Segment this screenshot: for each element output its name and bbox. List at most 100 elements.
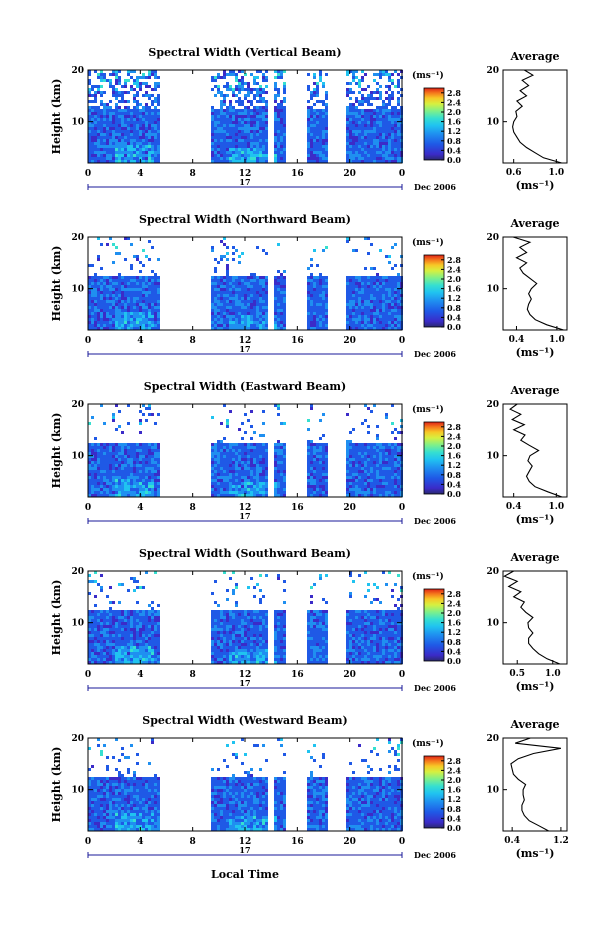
heatmap-cell: [379, 291, 382, 294]
heatmap-cell: [382, 315, 385, 318]
heatmap-cell: [91, 652, 94, 655]
heatmap-cell: [112, 646, 115, 649]
heatmap-cell: [121, 127, 124, 130]
heatmap-cell: [232, 318, 235, 321]
heatmap-cell: [361, 422, 364, 425]
colorbar-tick-label: 0.8: [447, 470, 461, 480]
heatmap-cell: [397, 112, 400, 115]
heatmap-cell: [259, 154, 262, 157]
heatmap-cell: [376, 452, 379, 455]
heatmap-cell: [133, 464, 136, 467]
heatmap-cell: [325, 479, 328, 482]
heatmap-cell: [262, 410, 265, 413]
heatmap-cell: [100, 488, 103, 491]
heatmap-cell: [319, 133, 322, 136]
heatmap-cell: [115, 321, 118, 324]
heatmap-cell: [316, 154, 319, 157]
heatmap-cell: [259, 315, 262, 318]
heatmap-cell: [265, 291, 268, 294]
heatmap-cell: [136, 297, 139, 300]
heatmap-cell: [397, 154, 400, 157]
heatmap-cell: [394, 476, 397, 479]
heatmap-cell: [154, 455, 157, 458]
heatmap-cell: [244, 276, 247, 279]
heatmap-cell: [370, 112, 373, 115]
heatmap-cell: [145, 482, 148, 485]
heatmap-cell: [346, 318, 349, 321]
heatmap-cell: [118, 145, 121, 148]
heatmap-cell: [244, 452, 247, 455]
heatmap-cell: [238, 127, 241, 130]
heatmap-cell: [229, 461, 232, 464]
heatmap-cell: [376, 73, 379, 76]
heatmap-cell: [229, 157, 232, 160]
heatmap-cell: [367, 300, 370, 303]
heatmap-cell: [97, 318, 100, 321]
heatmap-cell: [397, 151, 400, 154]
heatmap-cell: [262, 300, 265, 303]
heatmap-cell: [214, 446, 217, 449]
heatmap-cell: [121, 109, 124, 112]
heatmap-cell: [109, 321, 112, 324]
heatmap-cell: [100, 315, 103, 318]
panel-3: Spectral Width (Southward Beam)Height (k…: [50, 547, 567, 693]
heatmap-cell: [145, 121, 148, 124]
heatmap-cell: [256, 109, 259, 112]
heatmap-cell: [397, 73, 400, 76]
heatmap-cell: [154, 470, 157, 473]
heatmap-cell: [262, 461, 265, 464]
heatmap-cell: [391, 473, 394, 476]
average-profile-line: [513, 70, 562, 163]
heatmap-cell: [385, 282, 388, 285]
heatmap-cell: [232, 476, 235, 479]
heatmap-cell: [220, 300, 223, 303]
heatmap-cell: [253, 118, 256, 121]
heatmap-cell: [109, 100, 112, 103]
heatmap-cell: [112, 294, 115, 297]
heatmap-cell: [112, 136, 115, 139]
heatmap-cell: [319, 297, 322, 300]
heatmap-cell: [142, 449, 145, 452]
heatmap-cell: [394, 449, 397, 452]
heatmap-cell: [277, 112, 280, 115]
heatmap-cell: [262, 279, 265, 282]
heatmap-cell: [373, 133, 376, 136]
heatmap-cell: [277, 282, 280, 285]
heatmap-cell: [220, 464, 223, 467]
heatmap-cell: [358, 461, 361, 464]
heatmap-cell: [157, 485, 160, 488]
heatmap-cell: [124, 157, 127, 160]
heatmap-cell: [283, 121, 286, 124]
heatmap-cell: [94, 154, 97, 157]
heatmap-cell: [382, 127, 385, 130]
heatmap-cell: [352, 461, 355, 464]
heatmap-cell: [358, 318, 361, 321]
heatmap-cell: [283, 315, 286, 318]
heatmap-cell: [373, 455, 376, 458]
heatmap-cell: [112, 109, 115, 112]
heatmap-cell: [97, 321, 100, 324]
heatmap-cell: [148, 112, 151, 115]
heatmap-cell: [109, 154, 112, 157]
heatmap-cell: [256, 100, 259, 103]
heatmap-cell: [217, 130, 220, 133]
heatmap-cell: [235, 458, 238, 461]
heatmap-cell: [277, 485, 280, 488]
x-tick-label: 16: [291, 336, 304, 346]
heatmap-cell: [244, 136, 247, 139]
heatmap-cell: [349, 458, 352, 461]
heatmap-cell: [316, 118, 319, 121]
heatmap-cell: [361, 458, 364, 461]
heatmap-cell: [127, 491, 130, 494]
heatmap-cell: [379, 461, 382, 464]
heatmap-cell: [103, 461, 106, 464]
heatmap-cell: [250, 282, 253, 285]
heatmap-cell: [322, 103, 325, 106]
heatmap-cell: [112, 458, 115, 461]
heatmap-cell: [256, 306, 259, 309]
heatmap-cell: [376, 273, 379, 276]
heatmap-cell: [313, 121, 316, 124]
heatmap-cell: [130, 485, 133, 488]
heatmap-cell: [394, 142, 397, 145]
heatmap-cell: [370, 154, 373, 157]
